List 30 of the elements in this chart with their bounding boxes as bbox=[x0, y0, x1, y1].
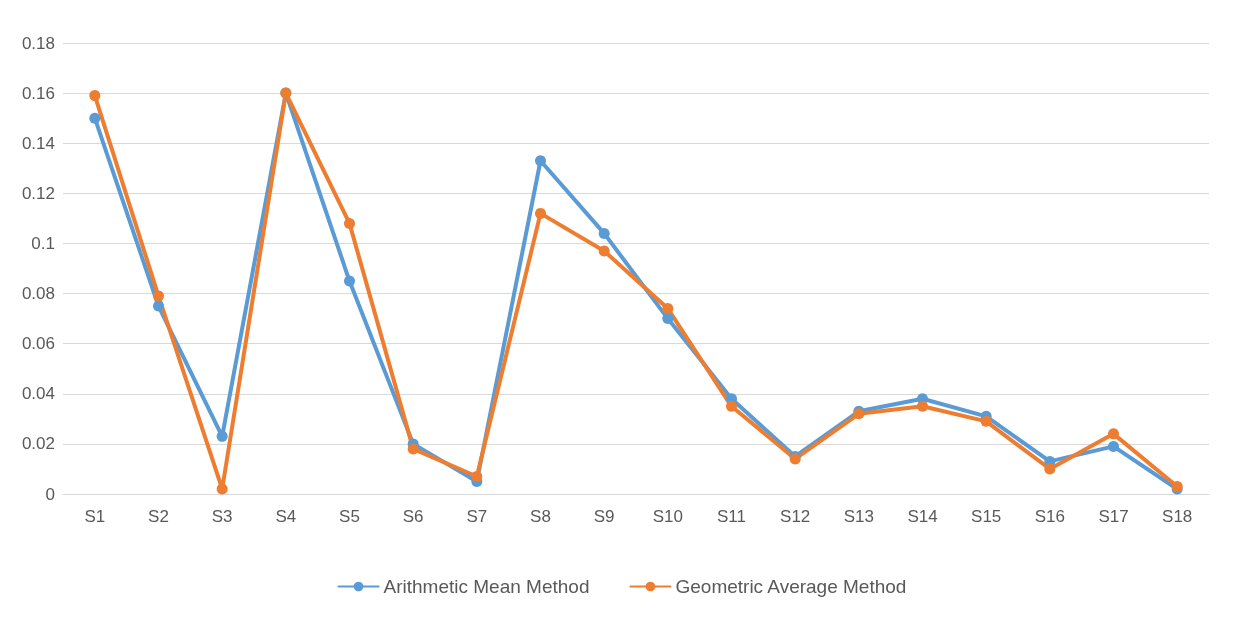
y-tick-label: 0.04 bbox=[21, 384, 55, 404]
x-tick-label: S8 bbox=[530, 507, 551, 526]
x-tick-label: S1 bbox=[84, 507, 106, 526]
x-tick-label: S10 bbox=[652, 507, 683, 526]
y-tick-label: 0.1 bbox=[31, 233, 55, 253]
legend-label: Geometric Average Method bbox=[675, 576, 907, 597]
x-tick-label: S9 bbox=[593, 507, 615, 526]
y-tick-label: 0.08 bbox=[21, 284, 55, 304]
x-tick-label: S17 bbox=[1098, 507, 1129, 526]
x-tick-label: S4 bbox=[275, 507, 297, 526]
y-tick-label: 0.16 bbox=[21, 83, 55, 103]
x-tick-label: S3 bbox=[211, 507, 233, 526]
x-tick-label: S15 bbox=[971, 507, 1002, 526]
x-tick-label: S11 bbox=[717, 507, 746, 526]
y-tick-label: 0.18 bbox=[21, 33, 55, 53]
y-tick-label: 0.12 bbox=[21, 183, 55, 203]
x-tick-label: S18 bbox=[1162, 507, 1193, 526]
legend-label: Arithmetic Mean Method bbox=[383, 576, 590, 597]
x-tick-label: S5 bbox=[339, 507, 360, 526]
x-tick-label: S6 bbox=[402, 507, 424, 526]
y-tick-label: 0.14 bbox=[21, 133, 55, 153]
x-tick-label: S2 bbox=[148, 507, 169, 526]
x-tick-label: S14 bbox=[907, 507, 938, 526]
y-tick-label: 0 bbox=[45, 484, 55, 504]
x-tick-label: S7 bbox=[466, 507, 488, 526]
x-tick-label: S12 bbox=[780, 507, 811, 526]
y-tick-label: 0.02 bbox=[21, 434, 55, 454]
x-tick-label: S13 bbox=[843, 507, 874, 526]
y-tick-label: 0.06 bbox=[21, 334, 55, 354]
x-tick-label: S16 bbox=[1034, 507, 1065, 526]
